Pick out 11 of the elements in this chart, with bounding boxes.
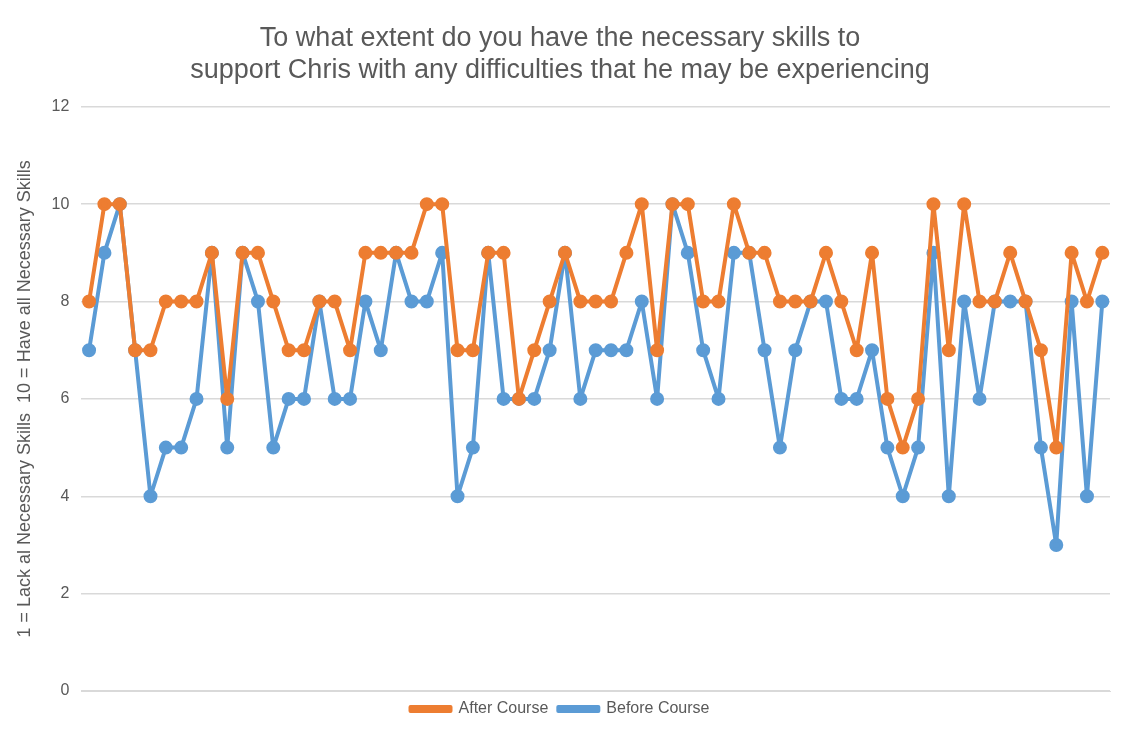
y-tick-label: 12 — [51, 97, 70, 115]
y-tick-label: 10 — [51, 194, 70, 212]
y-axis-title: 1 = Lack al Necessary Skills 10 = Have all Necessary Skills — [13, 160, 34, 638]
chart-title: To what extent do you have the necessary skills to support Chris with any difficulties that he may be experiencing — [190, 21, 930, 85]
y-tick-label: 4 — [60, 486, 70, 504]
legend-label: Before Course — [606, 699, 710, 717]
legend-label: After Course — [458, 699, 549, 717]
y-tick-label: 6 — [60, 389, 70, 407]
y-tick-label: 2 — [60, 584, 70, 602]
y-tick-label: 8 — [60, 291, 70, 309]
y-tick-label: 0 — [60, 681, 70, 699]
